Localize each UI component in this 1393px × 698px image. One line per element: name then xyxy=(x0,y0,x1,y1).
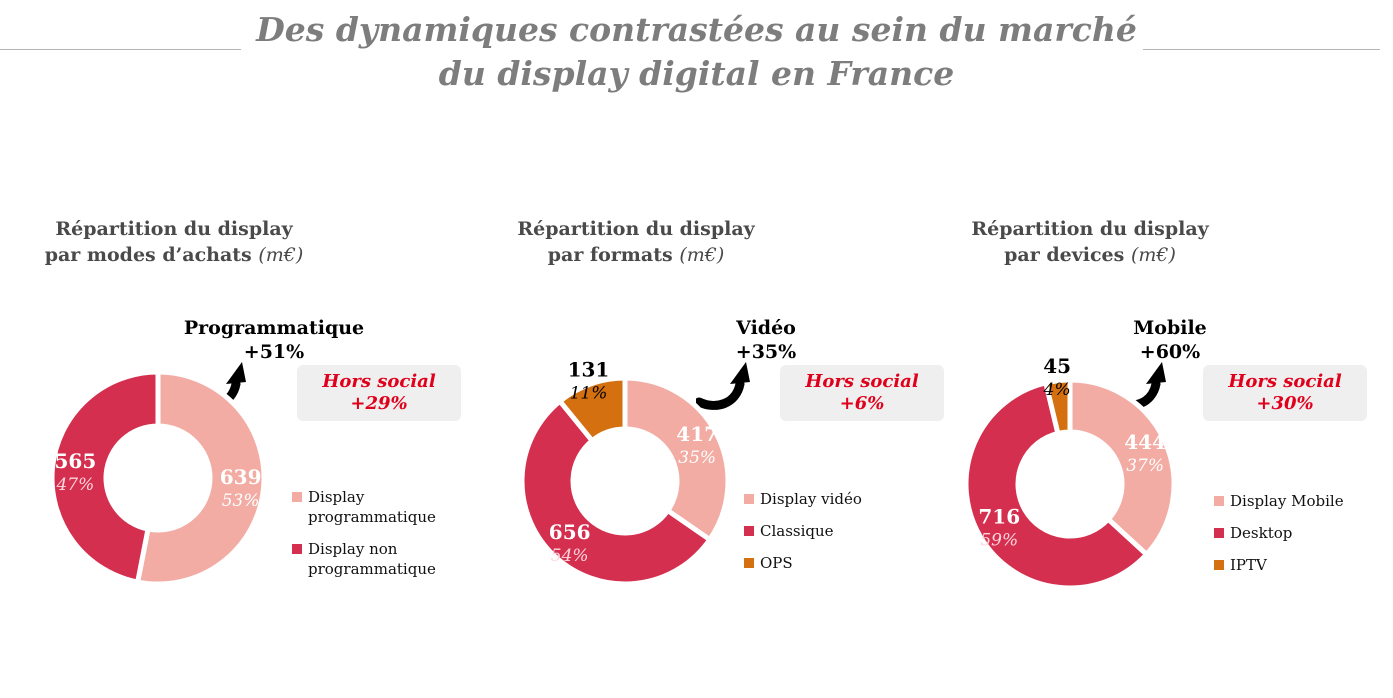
legend: Display vidéo Classique OPS xyxy=(744,489,924,585)
highlight-label: Vidéo xyxy=(736,317,796,339)
highlight-growth: +35% xyxy=(735,341,797,363)
chart-title-line1: Répartition du display xyxy=(55,218,293,240)
chart-title-line1: Répartition du display xyxy=(971,218,1209,240)
legend-label: Display vidéo xyxy=(760,490,862,508)
legend: Display Mobile Desktop IPTV xyxy=(1214,491,1393,587)
legend-item: Display vidéo xyxy=(744,489,924,509)
chart-title: Répartition du display par devices (m€) xyxy=(960,216,1220,268)
highlight-growth: +60% xyxy=(1139,341,1201,363)
chart-title-line2: par devices xyxy=(1004,244,1125,266)
donut-slice xyxy=(1042,377,1073,437)
badge-line2: +29% xyxy=(350,393,408,414)
legend-label: Classique xyxy=(760,522,834,540)
page-title: Des dynamiques contrastées au sein du ma… xyxy=(0,8,1393,96)
legend-swatch xyxy=(744,494,754,504)
slice-value-label: 417 xyxy=(676,422,718,446)
hors-social-badge: Hors social +30% xyxy=(1203,365,1367,421)
chart-title-line2: par formats xyxy=(547,244,673,266)
legend-item: OPS xyxy=(744,553,924,573)
slice-percent-label: 47% xyxy=(55,475,94,495)
highlight: Vidéo +35% xyxy=(696,316,836,364)
badge-line1: Hors social xyxy=(1228,371,1342,392)
highlight-label: Mobile xyxy=(1133,317,1207,339)
hors-social-badge: Hors social +6% xyxy=(780,365,944,421)
donut-slice xyxy=(49,369,161,585)
chart-panel-devices: Répartition du display par devices (m€) … xyxy=(960,210,1393,670)
badge-line1: Hors social xyxy=(322,371,436,392)
legend-label: Display Mobile xyxy=(1230,492,1344,510)
badge-line2: +6% xyxy=(839,393,885,414)
legend-swatch xyxy=(292,544,302,554)
highlight-growth: +51% xyxy=(243,341,305,363)
legend-item: Classique xyxy=(744,521,924,541)
slice-value-label: 444 xyxy=(1124,430,1166,454)
donut-slice xyxy=(622,375,731,544)
legend-label: Display programmatique xyxy=(308,488,436,526)
slice-value-label: 656 xyxy=(549,520,591,544)
page-title-line2: du display digital en France xyxy=(438,54,955,93)
slice-value-label: 45 xyxy=(1043,354,1071,378)
legend: Display programmatique Display non progr… xyxy=(292,487,472,591)
slice-value-label: 716 xyxy=(978,504,1020,528)
badge-line1: Hors social xyxy=(805,371,919,392)
donut-slice xyxy=(1067,377,1177,558)
legend-item: Display programmatique xyxy=(292,487,472,527)
chart-title: Répartition du display par modes d’achat… xyxy=(44,216,304,268)
slice-percent-label: 37% xyxy=(1126,456,1164,476)
slice-percent-label: 59% xyxy=(980,530,1018,550)
highlight-label: Programmatique xyxy=(183,317,365,339)
legend-swatch xyxy=(1214,560,1224,570)
legend-item: Display Mobile xyxy=(1214,491,1393,511)
legend-swatch xyxy=(744,526,754,536)
chart-unit: (m€) xyxy=(1130,244,1176,266)
chart-unit: (m€) xyxy=(258,244,304,266)
chart-panel-purchase-modes: Répartition du display par modes d’achat… xyxy=(44,210,504,670)
page-title-line1: Des dynamiques contrastées au sein du ma… xyxy=(256,10,1137,49)
badge-line2: +30% xyxy=(1256,393,1314,414)
donut-slice xyxy=(134,369,267,587)
growth-arrow-icon xyxy=(696,362,750,410)
donut-slice xyxy=(519,397,714,587)
legend-item: Desktop xyxy=(1214,523,1393,543)
legend-item: Display non programmatique xyxy=(292,539,472,579)
slice-percent-label: 54% xyxy=(551,546,589,566)
slice-percent-label: 35% xyxy=(678,448,716,468)
legend-swatch xyxy=(1214,528,1224,538)
highlight: Programmatique +51% xyxy=(174,316,374,364)
chart-title-line1: Répartition du display xyxy=(517,218,755,240)
slice-value-label: 639 xyxy=(220,465,262,489)
legend-swatch xyxy=(292,492,302,502)
title-rule-right xyxy=(1143,49,1380,50)
chart-title: Répartition du display par formats (m€) xyxy=(506,216,766,268)
legend-label: OPS xyxy=(760,554,793,572)
donut-slice xyxy=(556,375,628,445)
slice-value-label: 131 xyxy=(568,357,610,381)
slice-value-label: 565 xyxy=(55,449,97,473)
legend-label: Display non programmatique xyxy=(308,540,436,578)
chart-title-line2: par modes d’achats xyxy=(44,244,252,266)
legend-label: IPTV xyxy=(1230,556,1267,574)
legend-swatch xyxy=(744,558,754,568)
donut-slice xyxy=(963,379,1151,591)
chart-unit: (m€) xyxy=(679,244,725,266)
title-rule-left xyxy=(0,49,241,50)
legend-swatch xyxy=(1214,496,1224,506)
slice-percent-label: 11% xyxy=(570,383,608,403)
chart-panel-formats: Répartition du display par formats (m€) … xyxy=(506,210,966,670)
slice-percent-label: 4% xyxy=(1043,380,1071,400)
legend-item: IPTV xyxy=(1214,555,1393,575)
slice-percent-label: 53% xyxy=(222,491,260,511)
hors-social-badge: Hors social +29% xyxy=(297,365,461,421)
legend-label: Desktop xyxy=(1230,524,1293,542)
highlight: Mobile +60% xyxy=(1110,316,1230,364)
